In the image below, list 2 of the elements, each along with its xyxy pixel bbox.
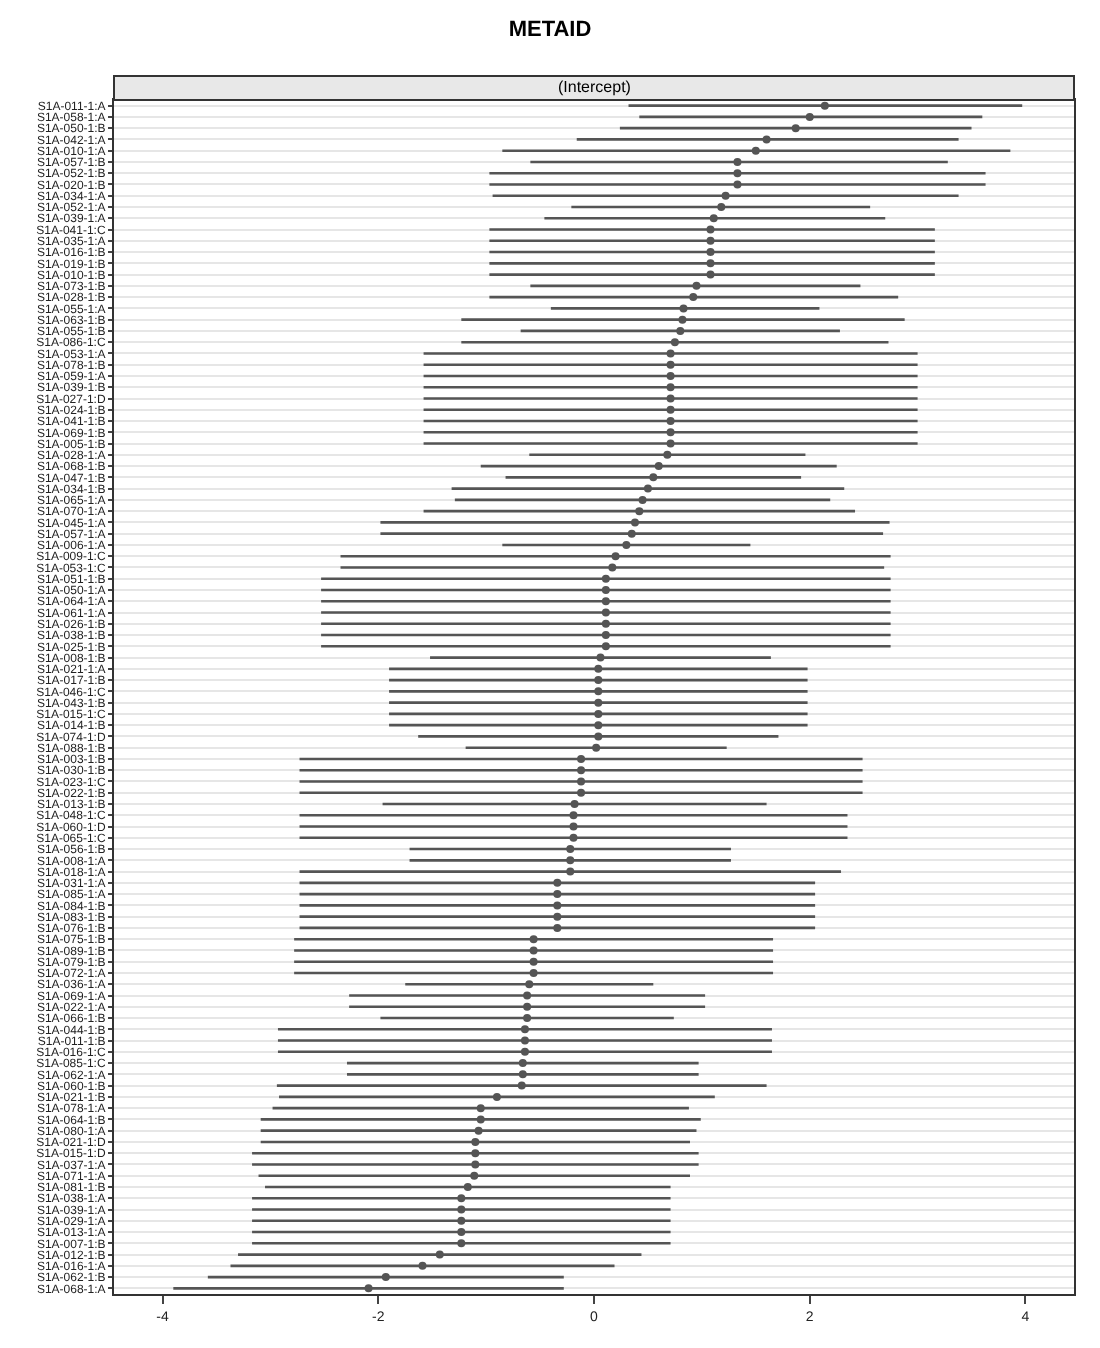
chart-title: METAID bbox=[508, 17, 592, 42]
chart-subtitle: (Intercept) bbox=[558, 78, 632, 96]
